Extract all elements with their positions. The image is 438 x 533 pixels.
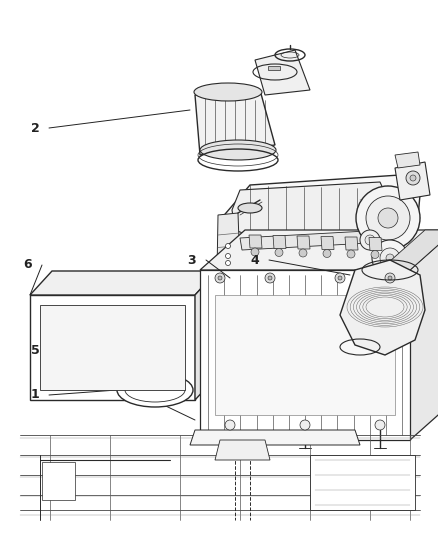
Polygon shape (369, 238, 382, 251)
Circle shape (375, 420, 385, 430)
Circle shape (226, 254, 230, 259)
Circle shape (378, 208, 398, 228)
Polygon shape (232, 182, 395, 240)
Circle shape (323, 249, 331, 257)
Ellipse shape (125, 378, 185, 402)
Text: 5: 5 (31, 343, 39, 357)
Polygon shape (240, 230, 388, 250)
Circle shape (347, 250, 355, 258)
Polygon shape (200, 230, 438, 270)
Polygon shape (30, 271, 217, 295)
Text: 6: 6 (24, 259, 32, 271)
Polygon shape (30, 295, 195, 400)
Polygon shape (410, 230, 438, 440)
Text: 2: 2 (31, 122, 39, 134)
Circle shape (215, 273, 225, 283)
Polygon shape (220, 175, 420, 275)
Circle shape (410, 175, 416, 181)
Polygon shape (190, 430, 360, 445)
Polygon shape (395, 162, 430, 200)
Circle shape (300, 420, 310, 430)
Circle shape (372, 240, 408, 276)
Polygon shape (200, 270, 410, 440)
Polygon shape (273, 236, 286, 248)
Polygon shape (195, 90, 275, 155)
Circle shape (366, 196, 410, 240)
Circle shape (251, 248, 259, 256)
Circle shape (275, 248, 283, 256)
Text: 3: 3 (188, 254, 196, 266)
Polygon shape (297, 236, 310, 249)
Polygon shape (395, 152, 420, 168)
Polygon shape (215, 440, 270, 460)
Circle shape (226, 244, 230, 248)
Circle shape (385, 273, 395, 283)
Polygon shape (215, 295, 395, 415)
Ellipse shape (238, 203, 262, 213)
Text: 4: 4 (251, 254, 259, 266)
Circle shape (356, 186, 420, 250)
Polygon shape (321, 237, 334, 249)
Polygon shape (255, 50, 310, 95)
Circle shape (371, 251, 379, 259)
Polygon shape (42, 462, 75, 500)
Ellipse shape (117, 373, 193, 407)
Circle shape (225, 420, 235, 430)
Polygon shape (147, 376, 163, 381)
Ellipse shape (200, 140, 276, 160)
Circle shape (335, 273, 345, 283)
Circle shape (338, 276, 342, 280)
Polygon shape (345, 237, 358, 250)
Circle shape (299, 249, 307, 257)
Circle shape (218, 276, 222, 280)
Polygon shape (220, 238, 242, 270)
Polygon shape (217, 213, 240, 273)
Polygon shape (310, 455, 415, 510)
Polygon shape (340, 260, 425, 355)
Circle shape (268, 276, 272, 280)
Circle shape (380, 248, 400, 268)
Circle shape (386, 254, 394, 262)
Circle shape (388, 276, 392, 280)
Polygon shape (40, 305, 185, 390)
Polygon shape (380, 230, 438, 270)
Text: 1: 1 (31, 389, 39, 401)
Circle shape (226, 261, 230, 265)
Circle shape (365, 235, 375, 245)
Ellipse shape (147, 375, 163, 381)
Circle shape (265, 273, 275, 283)
Circle shape (360, 230, 380, 250)
Polygon shape (249, 235, 262, 248)
Ellipse shape (194, 83, 262, 101)
Polygon shape (268, 66, 280, 70)
Circle shape (406, 171, 420, 185)
Polygon shape (195, 271, 217, 400)
